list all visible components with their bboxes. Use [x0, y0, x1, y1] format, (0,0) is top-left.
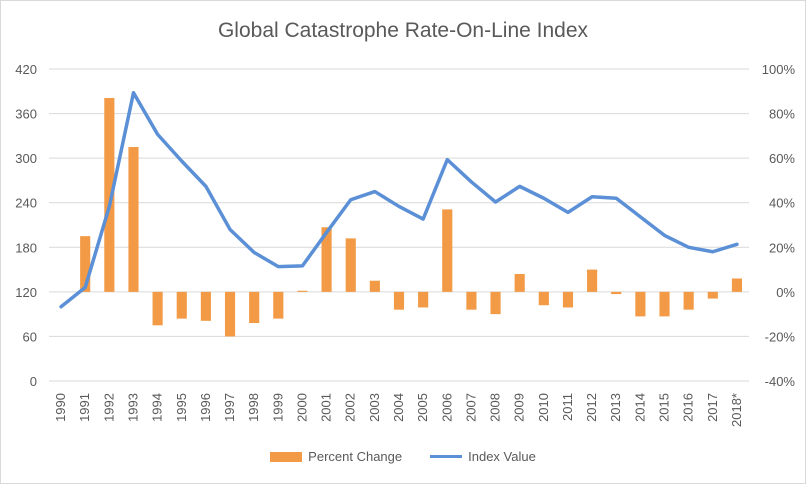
bar-percent-change	[635, 291, 646, 317]
bar-percent-change	[538, 291, 549, 306]
chart-title: Global Catastrophe Rate-On-Line Index	[217, 19, 589, 42]
bar-percent-change	[490, 291, 501, 315]
x-tick-label: 2001	[319, 393, 334, 422]
bar-percent-change	[611, 291, 622, 295]
bar-percent-change	[224, 291, 236, 337]
bar-percent-change	[587, 269, 598, 292]
x-tick-label: 2007	[463, 393, 478, 422]
y-left-tick-label: 420	[15, 62, 37, 77]
y-right-tick-label: -20%	[765, 329, 796, 344]
x-tick-label: 1999	[270, 393, 285, 422]
legend-swatch-bar	[270, 451, 303, 462]
y-left-tick-label: 120	[15, 285, 37, 300]
chart-legend: Percent Change Index Value	[1, 449, 805, 464]
bar-percent-change	[249, 291, 260, 324]
bar-percent-change	[128, 147, 139, 292]
x-tick-label: 1993	[125, 393, 140, 422]
x-tick-label: 1995	[174, 393, 189, 422]
y-left-tick-label: 180	[15, 240, 37, 255]
bar-percent-change	[152, 291, 163, 326]
bar-percent-change	[659, 291, 670, 317]
legend-swatch-line	[430, 455, 463, 458]
x-tick-label: 2015	[657, 393, 672, 422]
y-right-tick-label: -40%	[765, 374, 796, 389]
bar-percent-change	[321, 227, 332, 292]
bar-percent-change	[297, 290, 308, 292]
y-left-tick-label: 60	[23, 329, 37, 344]
legend-item-index-value: Index Value	[430, 449, 536, 464]
x-tick-label: 2009	[512, 393, 527, 422]
legend-item-percent-change: Percent Change	[270, 449, 402, 464]
bar-percent-change	[707, 291, 718, 299]
bar-percent-change	[731, 278, 742, 292]
x-tick-label: 2017	[705, 393, 720, 422]
x-tick-label: 2002	[343, 393, 358, 422]
bar-percent-change	[369, 280, 380, 292]
y-right-tick-label: 60%	[769, 151, 795, 166]
x-tick-label: 2006	[439, 393, 454, 422]
x-tick-label: 1992	[101, 393, 116, 422]
y-left-tick-label: 240	[15, 196, 37, 211]
x-tick-label: 1991	[77, 393, 92, 422]
y-right-tick-label: 20%	[769, 240, 795, 255]
x-tick-label: 2013	[608, 393, 623, 422]
line-index-value	[59, 91, 739, 309]
bar-percent-change	[273, 291, 284, 319]
x-tick-label: 2010	[536, 393, 551, 422]
bar-percent-change	[393, 291, 405, 310]
bar-percent-change	[514, 274, 525, 292]
x-tick-label: 1996	[198, 393, 213, 422]
x-tick-label: 2011	[560, 393, 575, 421]
y-right-tick-label: 100%	[762, 62, 796, 77]
bar-percent-change	[418, 291, 429, 308]
x-tick-label: 1990	[53, 393, 68, 422]
x-tick-label: 2012	[584, 393, 599, 422]
bar-percent-change	[442, 209, 453, 292]
x-tick-label: 1998	[246, 393, 261, 422]
y-right-tick-label: 40%	[769, 196, 795, 211]
bar-percent-change	[562, 291, 574, 308]
bar-percent-change	[345, 238, 356, 292]
bar-percent-change	[683, 291, 694, 310]
bar-percent-change	[104, 97, 115, 292]
bar-percent-change	[80, 236, 91, 292]
legend-label-percent-change: Percent Change	[308, 449, 403, 464]
y-right-tick-label: 80%	[769, 107, 795, 122]
x-tick-label: 2005	[415, 393, 430, 422]
x-tick-label: 2016	[681, 393, 696, 422]
x-tick-label: 2008	[488, 393, 503, 422]
y-left-tick-label: 0	[30, 374, 37, 389]
y-left-tick-label: 300	[15, 151, 37, 166]
y-right-tick-label: 0%	[776, 285, 795, 300]
x-tick-label: 2004	[391, 393, 406, 422]
x-tick-label: 2018*	[729, 393, 744, 427]
bar-percent-change	[200, 291, 211, 321]
x-tick-label: 1997	[222, 393, 237, 422]
x-tick-label: 1994	[150, 393, 165, 422]
x-tick-label: 2014	[632, 393, 647, 422]
bar-percent-change	[176, 291, 187, 319]
legend-label-index-value: Index Value	[468, 449, 536, 464]
x-tick-label: 2003	[367, 393, 382, 422]
y-left-tick-label: 360	[15, 107, 37, 122]
x-tick-label: 2000	[294, 393, 309, 422]
bar-percent-change	[466, 291, 477, 310]
